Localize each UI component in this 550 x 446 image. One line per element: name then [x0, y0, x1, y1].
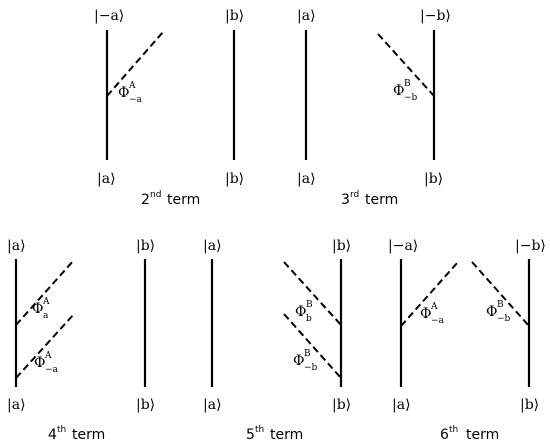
svg-text:Φ: Φ — [295, 304, 306, 320]
vertex-label-phi-B-minus-b: Φ B −b — [393, 79, 418, 103]
ket-a-bottom: |a⟩ — [297, 171, 316, 187]
term-3-diagram: |a⟩ |a⟩ |−b⟩ |b⟩ Φ B −b 3 rd term — [297, 8, 451, 208]
ket-minus-b-top: |−b⟩ — [515, 238, 546, 254]
dashed-interaction-line-lower — [283, 313, 342, 379]
dashed-interaction-line-lower — [15, 313, 75, 379]
svg-text:6: 6 — [440, 427, 449, 443]
term-2-diagram: |−a⟩ |a⟩ |b⟩ |b⟩ Φ A −a 2 nd term — [94, 8, 244, 208]
term-6-label: 6 th term — [440, 425, 499, 443]
ket-b-bottom: |b⟩ — [520, 397, 539, 413]
term-2-label: 2 nd term — [141, 190, 200, 208]
svg-text:b: b — [306, 314, 312, 324]
svg-text:3: 3 — [341, 192, 350, 208]
svg-text:term: term — [72, 427, 105, 443]
ket-b-top: |b⟩ — [332, 238, 351, 254]
svg-text:nd: nd — [150, 190, 161, 200]
ket-a-bottom: |a⟩ — [7, 397, 26, 413]
svg-text:4: 4 — [48, 427, 57, 443]
ket-a-top: |a⟩ — [7, 238, 26, 254]
svg-text:term: term — [466, 427, 499, 443]
svg-text:−a: −a — [431, 316, 445, 326]
svg-text:−a: −a — [129, 95, 143, 105]
svg-text:−a: −a — [45, 365, 59, 375]
svg-text:−b: −b — [497, 314, 511, 324]
svg-text:term: term — [365, 192, 398, 208]
term-6-diagram: |−a⟩ |a⟩ |−b⟩ |b⟩ Φ A −a Φ B −b 6 th ter… — [388, 238, 546, 443]
svg-text:A: A — [44, 351, 52, 361]
svg-text:B: B — [304, 349, 311, 359]
ket-b-top: |b⟩ — [225, 8, 244, 24]
vertex-label-phi-B-b: Φ B b — [295, 300, 313, 324]
vertex-label-phi-A-minus-a: Φ A −a — [34, 351, 59, 375]
term-3-label: 3 rd term — [341, 190, 398, 208]
dashed-interaction-line-a — [400, 261, 459, 327]
svg-text:−b: −b — [404, 93, 418, 103]
ket-a-bottom: |a⟩ — [97, 171, 116, 187]
ket-b-bottom: |b⟩ — [136, 397, 155, 413]
ket-minus-b-top: |−b⟩ — [420, 8, 451, 24]
svg-text:Φ: Φ — [118, 85, 129, 101]
dashed-interaction-line-b — [471, 261, 530, 327]
ket-b-bottom: |b⟩ — [332, 397, 351, 413]
ket-minus-a-top: |−a⟩ — [388, 238, 418, 254]
term-5-diagram: |a⟩ |a⟩ |b⟩ |b⟩ Φ B b Φ B −b 5 th term — [203, 238, 351, 443]
svg-text:B: B — [497, 300, 504, 310]
vertex-label-phi-B-minus-b: Φ B −b — [293, 349, 318, 373]
svg-text:Φ: Φ — [293, 353, 304, 369]
svg-text:term: term — [270, 427, 303, 443]
svg-text:Φ: Φ — [393, 83, 404, 99]
svg-text:a: a — [43, 311, 49, 321]
vertex-label-phi-A-minus-a: Φ A −a — [420, 302, 445, 326]
vertex-label-phi-B-minus-b: Φ B −b — [486, 300, 511, 324]
term-5-label: 5 th term — [246, 425, 303, 443]
ket-a-bottom: |a⟩ — [203, 397, 222, 413]
svg-text:B: B — [306, 300, 313, 310]
term-4-diagram: |a⟩ |a⟩ |b⟩ |b⟩ Φ A a Φ A −a 4 th term — [7, 238, 155, 443]
vertex-label-phi-A-minus-a: Φ A −a — [118, 81, 143, 105]
svg-text:th: th — [449, 425, 458, 435]
dashed-interaction-line — [377, 33, 435, 97]
svg-text:2: 2 — [141, 192, 150, 208]
svg-text:5: 5 — [246, 427, 255, 443]
svg-text:B: B — [404, 79, 411, 89]
dashed-interaction-line-upper — [283, 261, 342, 326]
ket-a-bottom: |a⟩ — [392, 397, 411, 413]
svg-text:Φ: Φ — [486, 304, 497, 320]
ket-b-bottom: |b⟩ — [225, 171, 244, 187]
svg-text:−b: −b — [304, 363, 318, 373]
svg-text:th: th — [57, 425, 66, 435]
ket-minus-a-top: |−a⟩ — [94, 8, 124, 24]
svg-text:Φ: Φ — [32, 301, 43, 317]
vertex-label-phi-A-a: Φ A a — [32, 297, 50, 321]
svg-text:term: term — [167, 192, 200, 208]
ket-a-top: |a⟩ — [203, 238, 222, 254]
dashed-interaction-line — [106, 31, 164, 97]
svg-text:A: A — [430, 302, 438, 312]
svg-text:A: A — [42, 297, 50, 307]
dashed-interaction-line-upper — [15, 259, 75, 326]
ket-a-top: |a⟩ — [297, 8, 316, 24]
svg-text:Φ: Φ — [34, 355, 45, 371]
svg-text:Φ: Φ — [420, 306, 431, 322]
ket-b-top: |b⟩ — [136, 238, 155, 254]
svg-text:A: A — [128, 81, 136, 91]
ket-b-bottom: |b⟩ — [424, 171, 443, 187]
svg-text:th: th — [255, 425, 264, 435]
term-4-label: 4 th term — [48, 425, 105, 443]
svg-text:rd: rd — [350, 190, 359, 200]
